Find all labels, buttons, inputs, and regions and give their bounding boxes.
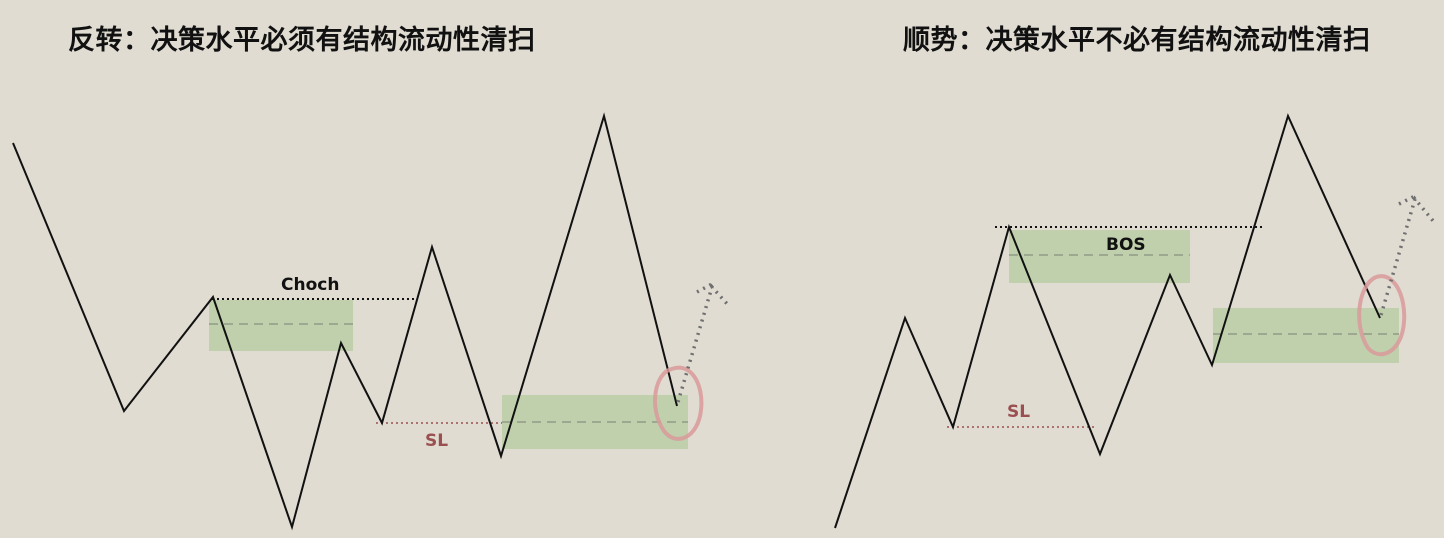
left-liquidity-sweep-circle bbox=[653, 365, 704, 441]
right-panel: BOS SL bbox=[834, 113, 1436, 529]
right-price-path bbox=[834, 113, 1381, 529]
right-projection-tick bbox=[1398, 194, 1416, 206]
right-liquidity-sweep-circle bbox=[1357, 274, 1407, 357]
right-bos-label: BOS bbox=[1106, 235, 1146, 255]
left-stop-loss-label: SL bbox=[425, 431, 448, 451]
right-decision-zone-lower bbox=[1213, 308, 1399, 363]
left-price-path bbox=[12, 112, 678, 531]
right-projection-path bbox=[1379, 195, 1436, 316]
left-projection-tick bbox=[696, 282, 713, 294]
left-panel: Choch SL bbox=[12, 112, 731, 531]
left-projection-path bbox=[676, 283, 731, 403]
left-choch-label: Choch bbox=[281, 275, 339, 295]
right-stop-loss-label: SL bbox=[1007, 402, 1030, 422]
left-panel-title: 反转：决策水平必须有结构流动性清扫 bbox=[68, 25, 536, 56]
right-decision-zone-upper bbox=[1009, 230, 1190, 283]
right-panel-title: 顺势：决策水平不必有结构流动性清扫 bbox=[903, 25, 1371, 56]
left-decision-zone-upper bbox=[209, 300, 353, 351]
